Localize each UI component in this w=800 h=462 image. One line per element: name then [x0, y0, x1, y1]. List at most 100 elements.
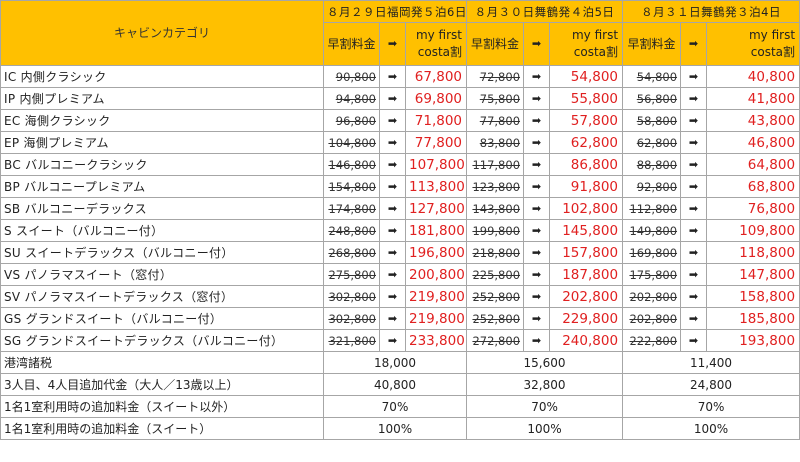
my-first-costa-price: 185,800: [706, 307, 800, 330]
arrow-right-icon: ➡: [379, 109, 406, 132]
surcharge-row: 3人目、4人目追加代金（大人／13歳以上） 40,800 32,800 24,800: [0, 373, 800, 396]
header-row-subheads: 早割料金 ➡ my first costa割 早割料金 ➡ my first cos…: [1, 22, 800, 66]
surcharge-value: 40,800: [322, 373, 468, 396]
cabin-row: SB バルコニーデラックス 174,800 ➡ 127,800 143,800 ➡ 102,…: [0, 197, 800, 220]
surcharge-label: 港湾諸税: [0, 351, 324, 374]
early-fare-price: 112,800: [622, 197, 682, 220]
arrow-right-icon: ➡: [523, 329, 551, 352]
early-fare-price: 77,800: [466, 109, 525, 132]
arrow-right-icon: ➡: [379, 241, 406, 264]
cabin-category-label: S スイート（バルコニー付）: [0, 219, 324, 242]
arrow-right-icon: ➡: [379, 197, 406, 220]
early-fare-price: 54,800: [622, 65, 682, 88]
my-first-costa-header: my first costa割: [404, 22, 468, 66]
my-first-costa-line2: costa割: [417, 45, 463, 59]
my-first-costa-header: my first costa割: [706, 22, 800, 66]
my-first-costa-line1: my first: [415, 28, 463, 42]
early-fare-price: 75,800: [466, 87, 525, 110]
cabin-category-label: BC バルコニークラシック: [0, 153, 324, 176]
arrow-right-icon: ➡: [379, 153, 406, 176]
my-first-costa-price: 67,800: [404, 65, 468, 88]
my-first-costa-price: 86,800: [549, 153, 624, 176]
my-first-costa-header: my first costa割: [549, 22, 624, 66]
arrow-right-icon: ➡: [680, 329, 708, 352]
arrow-right-icon: ➡: [680, 219, 708, 242]
my-first-costa-price: 193,800: [706, 329, 800, 352]
surcharge-rows: 港湾諸税 18,000 15,600 11,400 3人目、4人目追加代金（大人／13歳…: [0, 351, 800, 440]
my-first-costa-price: 62,800: [549, 131, 624, 154]
arrow-right-icon: ➡: [680, 285, 708, 308]
surcharge-value: 100%: [622, 417, 800, 440]
arrow-right-icon: ➡: [379, 307, 406, 330]
my-first-costa-price: 181,800: [404, 219, 468, 242]
arrow-right-icon: ➡: [379, 263, 406, 286]
my-first-costa-price: 40,800: [706, 65, 800, 88]
voyage-header-aug30: ８月３０日舞鶴発４泊5日: [466, 0, 624, 23]
my-first-costa-price: 77,800: [404, 131, 468, 154]
cabin-row: SG グランドスイートデラックス（バルコニー付） 321,800 ➡ 233,800 2…: [0, 329, 800, 352]
my-first-costa-price: 219,800: [404, 285, 468, 308]
my-first-costa-line2: costa割: [573, 45, 619, 59]
my-first-costa-price: 233,800: [404, 329, 468, 352]
early-fare-price: 83,800: [466, 131, 525, 154]
my-first-costa-price: 229,800: [549, 307, 624, 330]
surcharge-row: 1名1室利用時の追加料金（スイート） 100% 100% 100%: [0, 417, 800, 440]
early-fare-price: 218,800: [466, 241, 525, 264]
my-first-costa-price: 196,800: [404, 241, 468, 264]
early-fare-header: 早割料金: [622, 22, 682, 66]
my-first-costa-price: 43,800: [706, 109, 800, 132]
cabin-category-label: IC 内側クラシック: [0, 65, 324, 88]
arrow-right-icon: ➡: [523, 109, 551, 132]
early-fare-price: 302,800: [323, 285, 380, 308]
my-first-costa-price: 102,800: [549, 197, 624, 220]
arrow-right-icon: ➡: [379, 285, 406, 308]
early-fare-price: 123,800: [466, 175, 525, 198]
my-first-costa-line1: my first: [748, 28, 796, 42]
header-row-dates: キャビンカテゴリ ８月２９日福岡発５泊6日 ８月３０日舞鶴発４泊5日 ８月３１日…: [0, 0, 800, 66]
my-first-costa-price: 113,800: [404, 175, 468, 198]
my-first-costa-price: 57,800: [549, 109, 624, 132]
cabin-category-header: キャビンカテゴリ: [0, 0, 324, 66]
early-fare-price: 96,800: [323, 109, 380, 132]
arrow-right-icon: ➡: [523, 175, 551, 198]
arrow-right-icon: ➡: [523, 22, 551, 66]
early-fare-price: 104,800: [323, 131, 380, 154]
early-fare-price: 248,800: [323, 219, 380, 242]
arrow-right-icon: ➡: [680, 87, 708, 110]
voyage-header-aug29: ８月２９日福岡発５泊6日: [322, 0, 468, 23]
cabin-row: GS グランドスイート（バルコニー付） 302,800 ➡ 219,800 252,80…: [0, 307, 800, 330]
arrow-right-icon: ➡: [680, 175, 708, 198]
my-first-costa-price: 64,800: [706, 153, 800, 176]
cabin-row: SV パノラマスイートデラックス（窓付） 302,800 ➡ 219,800 252,8…: [0, 285, 800, 308]
surcharge-value: 100%: [466, 417, 624, 440]
cabin-row: BC バルコニークラシック 146,800 ➡ 107,800 117,800 ➡ 86,8…: [0, 153, 800, 176]
cabin-row: IP 内側プレミアム 94,800 ➡ 69,800 75,800 ➡ 55,800 56,8…: [0, 87, 800, 110]
arrow-right-icon: ➡: [379, 87, 406, 110]
my-first-costa-line1: my first: [571, 28, 619, 42]
cabin-category-label: SU スイートデラックス（バルコニー付）: [0, 241, 324, 264]
early-fare-price: 72,800: [466, 65, 525, 88]
early-fare-price: 252,800: [466, 307, 525, 330]
cabin-category-label: SV パノラマスイートデラックス（窓付）: [0, 285, 324, 308]
arrow-right-icon: ➡: [379, 175, 406, 198]
arrow-right-icon: ➡: [523, 263, 551, 286]
cabin-row: VS パノラマスイート（窓付） 275,800 ➡ 200,800 225,800 ➡ 18…: [0, 263, 800, 286]
voyage-header-aug31: ８月３１日舞鶴発３泊4日: [622, 0, 800, 23]
surcharge-row: 港湾諸税 18,000 15,600 11,400: [0, 351, 800, 374]
early-fare-price: 225,800: [466, 263, 525, 286]
surcharge-value: 11,400: [622, 351, 800, 374]
early-fare-price: 252,800: [466, 285, 525, 308]
my-first-costa-price: 91,800: [549, 175, 624, 198]
surcharge-value: 18,000: [322, 351, 468, 374]
surcharge-value: 70%: [322, 395, 468, 418]
arrow-right-icon: ➡: [680, 241, 708, 264]
arrow-right-icon: ➡: [379, 65, 406, 88]
my-first-costa-price: 118,800: [706, 241, 800, 264]
cabin-category-label: VS パノラマスイート（窓付）: [0, 263, 324, 286]
cabin-category-label: EC 海側クラシック: [0, 109, 324, 132]
early-fare-price: 222,800: [622, 329, 682, 352]
surcharge-value: 24,800: [622, 373, 800, 396]
arrow-right-icon: ➡: [680, 263, 708, 286]
arrow-right-icon: ➡: [680, 109, 708, 132]
early-fare-price: 58,800: [622, 109, 682, 132]
